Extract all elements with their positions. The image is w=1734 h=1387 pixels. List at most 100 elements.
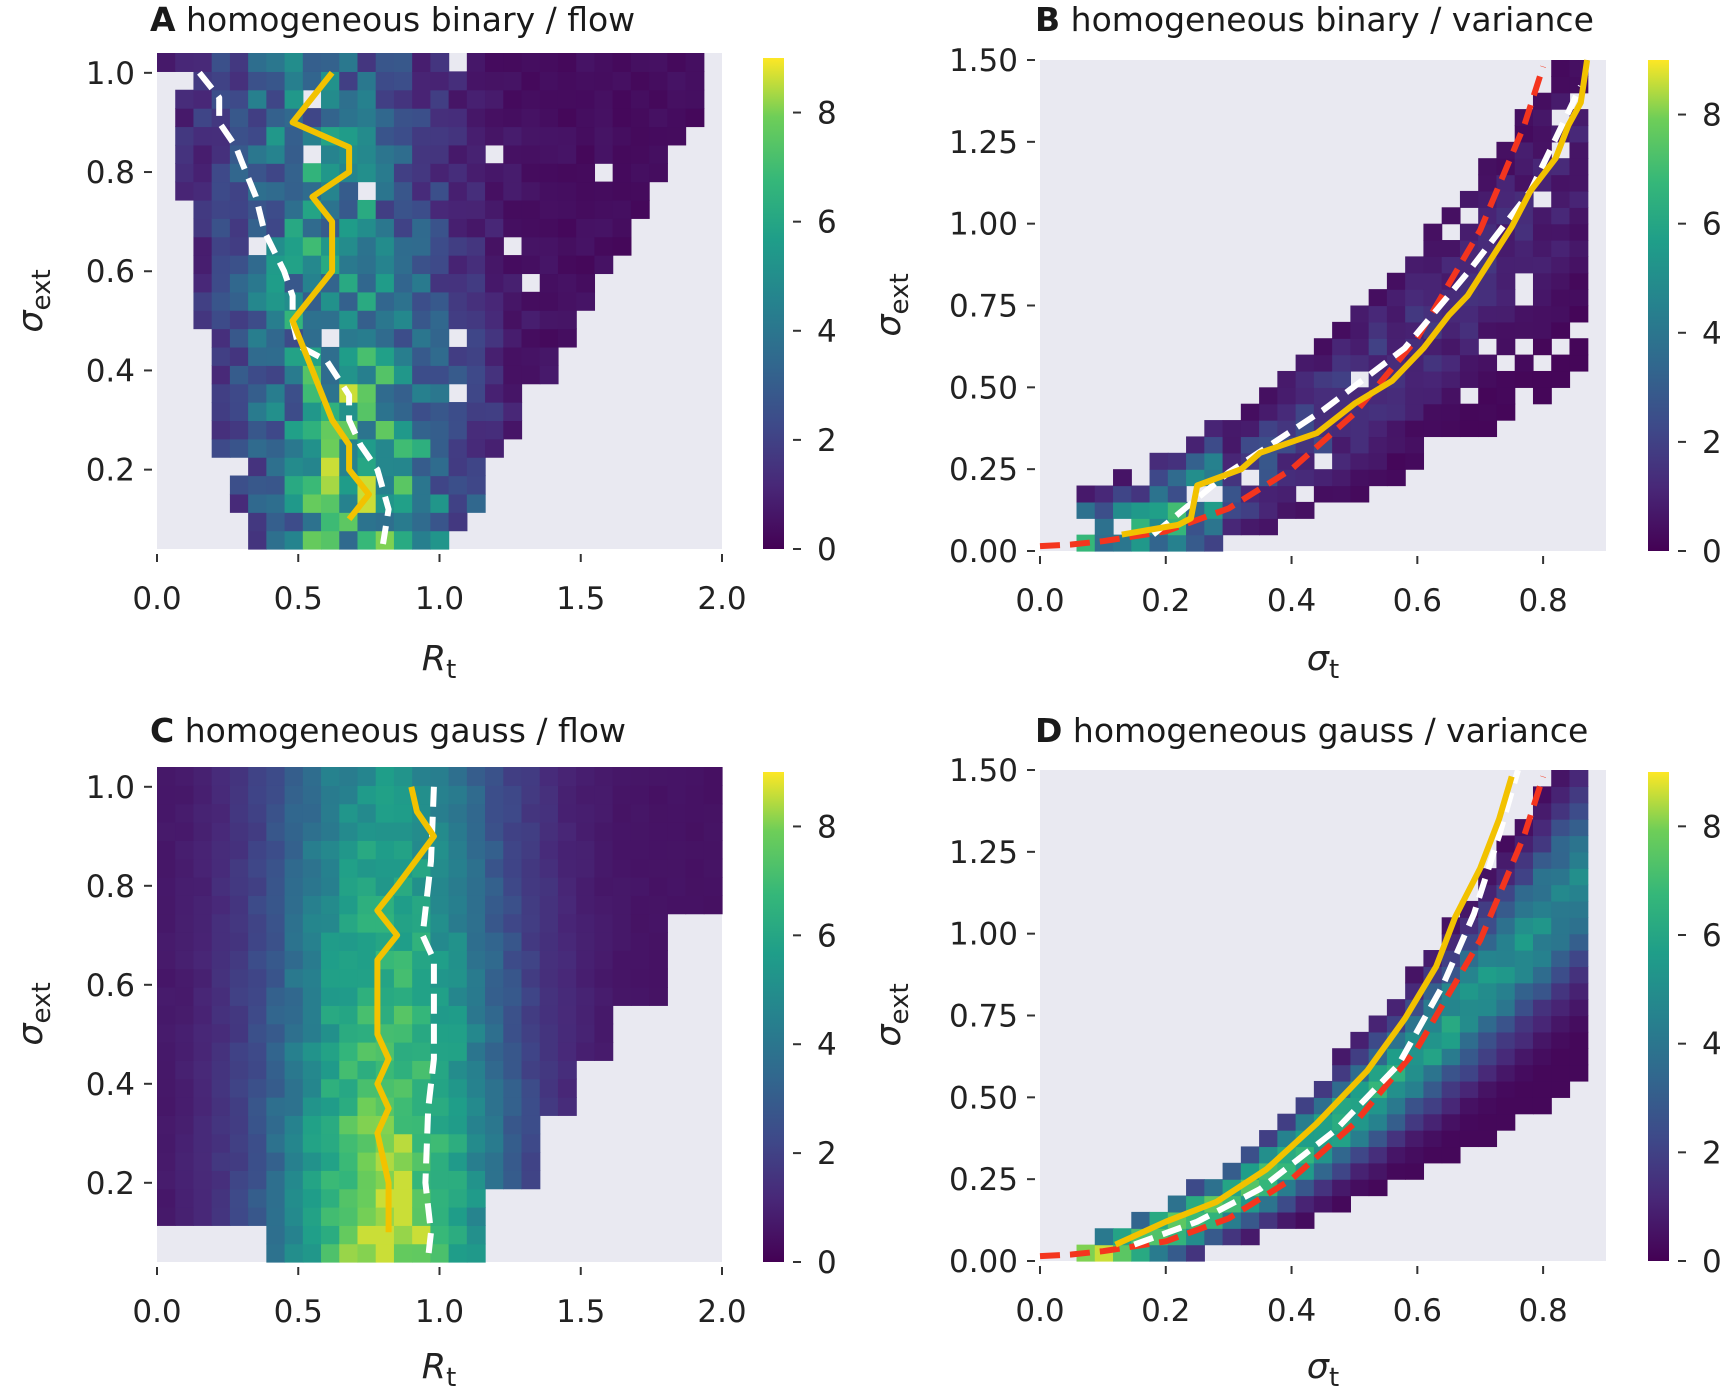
heatmap-cell [1259, 420, 1278, 438]
heatmap-cell [1332, 1179, 1351, 1197]
heatmap-cell [1478, 999, 1498, 1017]
heatmap-cell [485, 840, 504, 860]
heatmap-cell [302, 1023, 322, 1043]
heatmap-cell [157, 932, 176, 951]
heatmap-cell [175, 968, 195, 988]
heatmap-cell [321, 346, 340, 366]
heatmap-cell [685, 89, 705, 109]
heatmap-cell [302, 1243, 322, 1263]
heatmap-cell [193, 1078, 213, 1098]
heatmap-cell [375, 438, 395, 458]
heatmap-cell [557, 255, 577, 275]
heatmap-cell [229, 1097, 249, 1116]
heatmap-cell [1532, 370, 1552, 388]
y-tick-label: 1.0 [86, 770, 135, 806]
heatmap-cell [393, 895, 413, 915]
heatmap-cell [393, 273, 413, 293]
heatmap-cell [357, 1078, 377, 1098]
heatmap-cell [302, 895, 322, 915]
heatmap-cell [157, 877, 176, 896]
x-tick-label: 0.0 [1015, 583, 1064, 619]
heatmap-cell [521, 328, 541, 348]
heatmap-cell [211, 895, 231, 915]
heatmap-cell [175, 163, 195, 183]
heatmap-cell [393, 365, 413, 385]
heatmap-cell [539, 255, 559, 275]
heatmap-cell [503, 803, 523, 823]
heatmap-cell [211, 144, 231, 164]
x-tick-label: 0.8 [1518, 583, 1567, 619]
heatmap-cell [430, 346, 450, 366]
heatmap-cell [667, 877, 687, 896]
heatmap-cell [375, 822, 395, 841]
heatmap-cell [485, 1133, 504, 1153]
heatmap-cell [229, 877, 249, 896]
heatmap-cell [667, 785, 687, 805]
heatmap-cell [339, 1243, 359, 1263]
heatmap-cell [412, 968, 431, 988]
heatmap-cell [503, 950, 523, 970]
heatmap-cell [284, 987, 304, 1006]
heatmap-cell [357, 291, 377, 311]
heatmap-cell [321, 1060, 340, 1080]
heatmap-cell [1551, 354, 1571, 372]
heatmap-cell [211, 420, 231, 440]
y-tick-label: 1.25 [949, 125, 1018, 161]
heatmap-cell [357, 1005, 377, 1025]
heatmap-cell [211, 199, 231, 219]
heatmap-cell [448, 803, 468, 823]
heatmap-cell [284, 913, 304, 933]
heatmap-cell [339, 1023, 359, 1043]
heatmap-cell [1569, 900, 1589, 918]
heatmap-cell [448, 932, 468, 951]
heatmap-cell [266, 1078, 286, 1098]
heatmap-cell [1459, 223, 1479, 241]
heatmap-cell [266, 1152, 286, 1171]
heatmap-cell [266, 163, 286, 183]
heatmap-cell [630, 181, 650, 201]
heatmap-cell [1514, 966, 1534, 984]
heatmap-cell [503, 1005, 523, 1025]
heatmap-cell [175, 1115, 195, 1135]
heatmap-cell [1569, 884, 1589, 902]
heatmap-cell [430, 181, 450, 201]
heatmap-cell [393, 108, 413, 128]
heatmap-cell [1478, 289, 1498, 307]
heatmap-cell [284, 236, 304, 256]
heatmap-cell [521, 895, 541, 915]
y-tick-label: 0.8 [86, 869, 135, 905]
heatmap-cell [375, 420, 395, 440]
heatmap-cell [1441, 1080, 1461, 1098]
heatmap-cell [211, 346, 231, 366]
heatmap-cell [248, 255, 267, 275]
heatmap-cell [1149, 501, 1169, 519]
heatmap-cell [485, 291, 504, 311]
heatmap-cell [321, 1207, 340, 1226]
heatmap-cell [412, 457, 431, 477]
heatmap-cell [302, 236, 322, 256]
heatmap-cell [667, 895, 687, 915]
heatmap-cell [284, 1207, 304, 1226]
heatmap-cell [503, 1115, 523, 1135]
heatmap-cell [1423, 1080, 1443, 1098]
heatmap-cell [594, 126, 614, 146]
heatmap-cell [1350, 1048, 1370, 1066]
heatmap-cell [1076, 485, 1096, 503]
heatmap-cell [539, 108, 559, 128]
heatmap-cell [1514, 321, 1534, 339]
heatmap-cell [1496, 851, 1516, 869]
heatmap-cell [521, 346, 541, 366]
heatmap-cell [393, 236, 413, 256]
heatmap-cell [357, 512, 377, 532]
heatmap-cell [229, 822, 249, 841]
heatmap-cell [521, 932, 541, 951]
heatmap-cell [1459, 982, 1479, 1000]
heatmap-cell [339, 1060, 359, 1080]
heatmap-cell [266, 1042, 286, 1061]
colorbar-tick-label: 8 [1702, 809, 1722, 845]
heatmap-cell [485, 310, 504, 330]
heatmap-cell [539, 1097, 559, 1116]
heatmap-cell [1459, 999, 1479, 1017]
heatmap-cell [1368, 1113, 1388, 1131]
heatmap-cell [321, 767, 340, 786]
